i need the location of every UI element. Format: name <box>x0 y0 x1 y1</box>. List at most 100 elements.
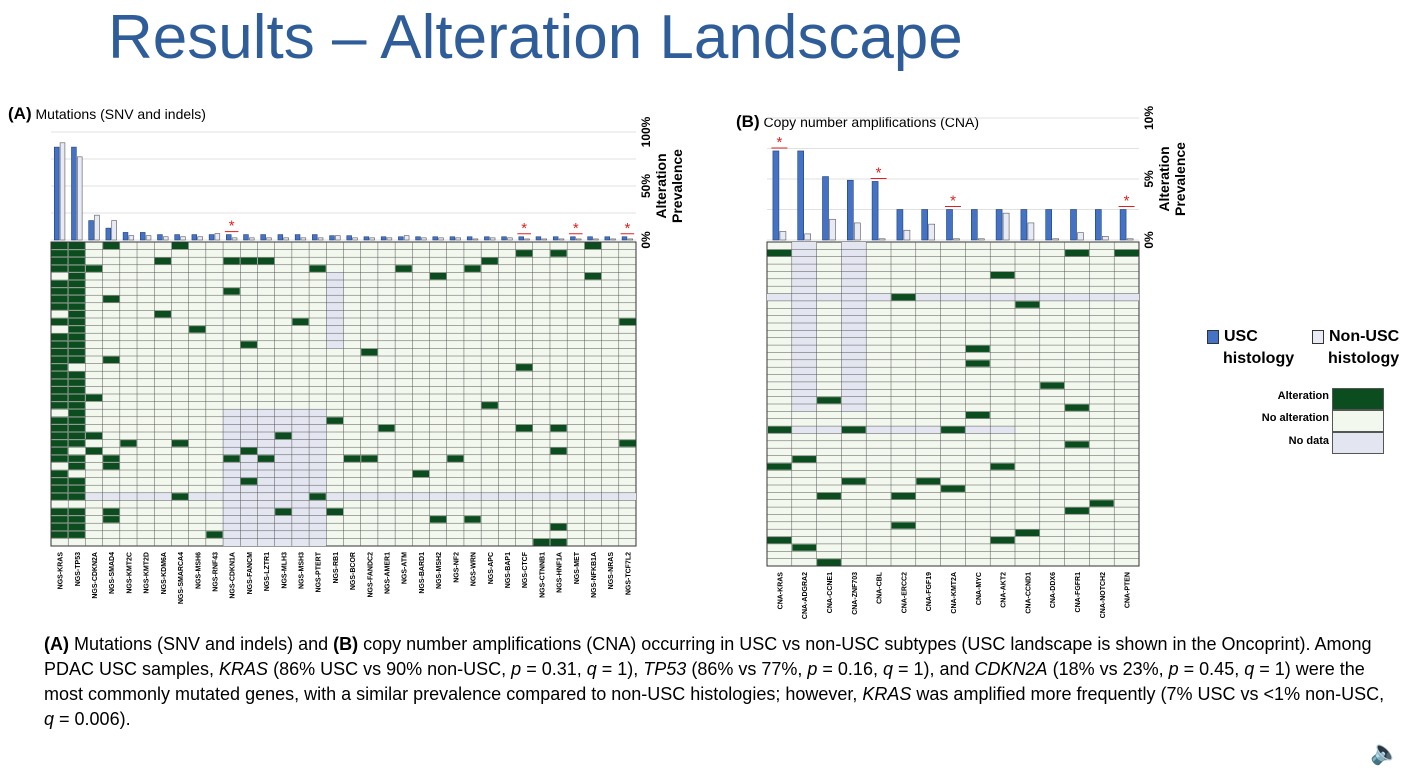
alteration-cell <box>817 559 841 566</box>
gene-label: NGS-TP53 <box>75 552 82 586</box>
alteration-cell <box>51 303 68 310</box>
bar-non-usc <box>829 218 836 241</box>
alteration-cell <box>171 242 189 250</box>
bar-non-usc <box>804 233 812 241</box>
bar-non-usc <box>541 238 547 241</box>
gene-label: NGS-FANCM <box>247 552 254 595</box>
alteration-cell <box>68 523 85 531</box>
alteration-cell <box>447 455 464 462</box>
alteration-cell <box>223 288 240 295</box>
gene-label: NGS-MET <box>574 551 581 584</box>
alteration-cell <box>965 411 990 419</box>
alteration-cell <box>51 424 68 432</box>
caption-text: = 0.16, <box>817 659 883 679</box>
gene-label: NGS-CDKN2A <box>92 552 99 599</box>
alteration-cell <box>171 440 189 447</box>
bar-non-usc <box>335 235 341 241</box>
alteration-cell <box>430 272 447 280</box>
bar-usc <box>797 150 805 241</box>
axis-title: Prevalence <box>1172 142 1188 216</box>
caption-text: (86% vs 77%, <box>686 659 808 679</box>
slide-title: Results – Alteration Landscape <box>108 3 963 72</box>
caption-stat: p <box>807 659 818 679</box>
bar-usc <box>846 179 854 241</box>
bar-usc <box>1020 209 1028 241</box>
legend-non-usc-label-1: Non-USC <box>1329 328 1400 345</box>
bar-non-usc <box>77 156 83 241</box>
alteration-cell <box>68 379 85 386</box>
alteration-cell <box>817 397 841 404</box>
panel-a-letter: (A) <box>8 104 32 123</box>
bar-non-usc <box>472 238 479 241</box>
alteration-cell <box>68 250 85 257</box>
alteration-cell <box>85 447 103 455</box>
alteration-cell <box>941 426 965 433</box>
bar-usc <box>552 236 559 241</box>
gene-label: NGS-NFKB1A <box>591 552 598 598</box>
axis-title: Prevalence <box>669 149 685 223</box>
bar-usc <box>415 236 421 241</box>
alteration-cell <box>965 360 990 367</box>
alteration-cell <box>464 265 481 272</box>
gene-label: NGS-AMER1 <box>385 552 392 594</box>
caption-gene: CDKN2A <box>974 659 1048 679</box>
caption-text: = 1) were the most commonly mutated gene… <box>44 659 1365 704</box>
alteration-cell <box>550 250 567 257</box>
alteration-cell <box>891 492 916 500</box>
caption-text: (86% USC vs 90% non-USC, <box>268 659 512 679</box>
alteration-cell <box>120 440 137 447</box>
bar-usc <box>260 234 266 241</box>
bar-usc <box>346 235 352 241</box>
gene-label: CNA-NOTCH2 <box>1100 572 1107 618</box>
bar-usc <box>277 234 284 241</box>
bar-non-usc <box>369 237 375 241</box>
alteration-cell <box>68 409 85 417</box>
alteration-cell <box>68 371 85 379</box>
alteration-cell <box>1065 441 1089 448</box>
alteration-cell <box>51 447 68 455</box>
legend-usc-label-2: histology <box>1223 350 1295 367</box>
alteration-cell <box>68 478 85 485</box>
alteration-cell <box>51 364 68 371</box>
caption-stat: p <box>1168 659 1179 679</box>
no-data-block <box>791 242 817 412</box>
legend-usc-swatch <box>1207 329 1219 344</box>
gene-label: NGS-BCOR <box>350 552 357 590</box>
alteration-cell <box>68 348 85 356</box>
alteration-cell <box>1089 500 1114 507</box>
caption-stat: q <box>1244 659 1255 679</box>
bar-usc <box>191 234 198 241</box>
speaker-icon[interactable]: 🔈 <box>1370 739 1400 766</box>
axis-tick-label: 0% <box>1142 231 1156 249</box>
alteration-cell <box>1065 249 1089 257</box>
bar-usc <box>995 209 1003 241</box>
caption-text: was amplified more frequently (7% USC vs… <box>911 684 1385 704</box>
no-data-block <box>841 242 867 412</box>
significance-star: * <box>229 218 235 235</box>
alteration-cell <box>275 508 292 516</box>
caption-text: = 0.31, <box>521 659 587 679</box>
significance-star: * <box>776 134 782 151</box>
alteration-cell <box>619 318 636 326</box>
gene-label: NGS-KMT2D <box>144 552 151 594</box>
alteration-cell <box>792 544 817 551</box>
bar-usc <box>501 236 507 241</box>
bar-non-usc <box>266 237 272 241</box>
gene-label: NGS-BARD1 <box>419 552 426 594</box>
alteration-cell <box>792 456 817 463</box>
alteration-cell <box>550 538 567 546</box>
bar-non-usc <box>627 238 634 241</box>
alteration-cell <box>51 523 68 531</box>
bar-non-usc <box>953 238 960 241</box>
caption-a: (A) <box>44 634 69 654</box>
gene-label: CNA-ZNF703 <box>852 572 859 615</box>
alteration-cell <box>584 272 602 280</box>
bar-non-usc <box>575 238 582 241</box>
alteration-cell <box>430 516 447 523</box>
bar-non-usc <box>524 238 530 241</box>
bar-usc <box>243 234 249 241</box>
legend-no-alteration-label: No alteration <box>1261 412 1329 424</box>
gene-label: CNA-CBL <box>877 571 884 604</box>
alteration-cell <box>841 426 866 433</box>
bar-usc <box>466 236 473 241</box>
